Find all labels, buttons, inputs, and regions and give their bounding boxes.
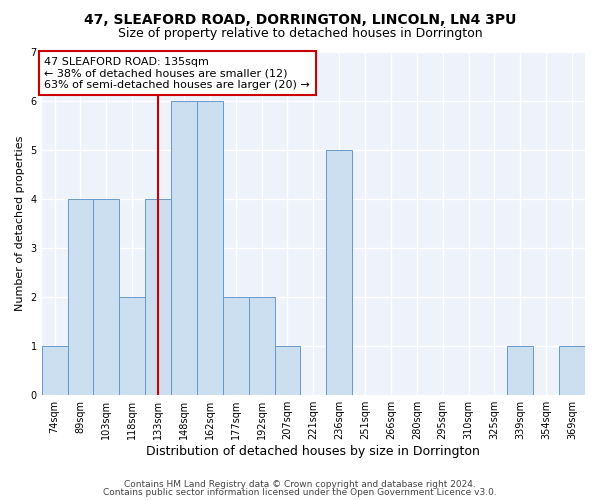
Bar [94, 198, 119, 394]
Bar [223, 296, 248, 394]
Bar [197, 100, 223, 395]
X-axis label: Distribution of detached houses by size in Dorrington: Distribution of detached houses by size … [146, 444, 480, 458]
Bar [119, 296, 145, 394]
Text: Contains public sector information licensed under the Open Government Licence v3: Contains public sector information licen… [103, 488, 497, 497]
Text: 47, SLEAFORD ROAD, DORRINGTON, LINCOLN, LN4 3PU: 47, SLEAFORD ROAD, DORRINGTON, LINCOLN, … [84, 12, 516, 26]
Bar [326, 150, 352, 394]
Bar [171, 100, 197, 395]
Text: Contains HM Land Registry data © Crown copyright and database right 2024.: Contains HM Land Registry data © Crown c… [124, 480, 476, 489]
Text: Size of property relative to detached houses in Dorrington: Size of property relative to detached ho… [118, 28, 482, 40]
Bar [275, 346, 301, 395]
Bar [41, 346, 68, 395]
Bar [68, 198, 94, 394]
Bar [145, 198, 171, 394]
Y-axis label: Number of detached properties: Number of detached properties [15, 136, 25, 311]
Text: 47 SLEAFORD ROAD: 135sqm
← 38% of detached houses are smaller (12)
63% of semi-d: 47 SLEAFORD ROAD: 135sqm ← 38% of detach… [44, 56, 310, 90]
Bar [248, 296, 275, 394]
Bar [508, 346, 533, 395]
Bar [559, 346, 585, 395]
